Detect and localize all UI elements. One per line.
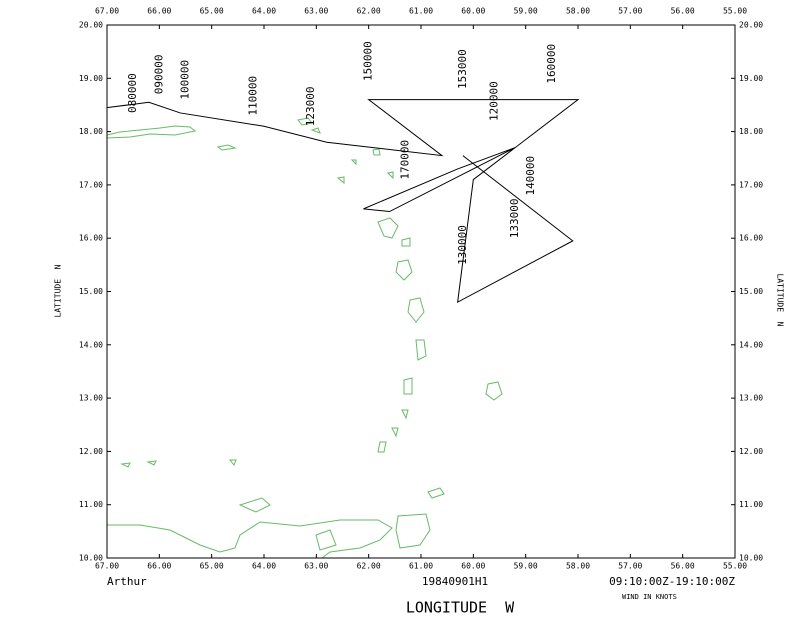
x-tick-label-top: 62.00 xyxy=(357,7,381,16)
wind-note: WIND IN KNOTS xyxy=(622,593,677,601)
y-tick-label: 10.00 xyxy=(79,554,103,563)
time-label: 120000 xyxy=(487,81,500,121)
y-tick-label: 19.00 xyxy=(79,74,103,83)
x-tick-label-top: 67.00 xyxy=(95,7,119,16)
x-tick-label-top: 58.00 xyxy=(566,7,590,16)
time-label: 123000 xyxy=(304,87,317,127)
coastlines xyxy=(106,117,503,559)
time-label: 140000 xyxy=(524,156,537,196)
y-tick-label: 16.00 xyxy=(79,234,103,243)
x-tick-label: 57.00 xyxy=(618,562,642,571)
time-label: 170000 xyxy=(398,140,411,180)
y-tick-label-right: 18.00 xyxy=(739,127,763,136)
coastline xyxy=(297,117,394,185)
y-tick-label: 13.00 xyxy=(79,394,103,403)
x-tick-label-top: 55.00 xyxy=(723,7,747,16)
y-tick-label-right: 11.00 xyxy=(739,500,763,509)
y-tick-label-right: 15.00 xyxy=(739,287,763,296)
x-tick-label: 65.00 xyxy=(200,562,224,571)
coastline xyxy=(395,487,445,549)
coastline xyxy=(216,144,237,151)
y-tick-label-right: 13.00 xyxy=(739,394,763,403)
time-label: 080000 xyxy=(126,73,139,113)
x-tick-label: 66.00 xyxy=(147,562,171,571)
x-axis-title: LONGITUDE W xyxy=(406,599,515,617)
x-tick-label: 56.00 xyxy=(671,562,695,571)
x-tick-label: 61.00 xyxy=(409,562,433,571)
y-tick-label: 18.00 xyxy=(79,127,103,136)
flight-track xyxy=(106,99,580,304)
time-label: 090000 xyxy=(152,55,165,95)
x-tick-label-top: 60.00 xyxy=(461,7,485,16)
plot-frame xyxy=(106,24,736,559)
coastline xyxy=(377,217,427,453)
y-tick-label-right: 12.00 xyxy=(739,447,763,456)
time-label: 133000 xyxy=(508,198,521,238)
x-tick-label: 59.00 xyxy=(514,562,538,571)
y-tick-label: 11.00 xyxy=(79,500,103,509)
x-tick-label-top: 59.00 xyxy=(514,7,538,16)
time-label: 153000 xyxy=(456,49,469,89)
time-label: 130000 xyxy=(456,225,469,265)
x-tick-label-top: 56.00 xyxy=(671,7,695,16)
time-label: 150000 xyxy=(362,41,375,81)
y-tick-label: 15.00 xyxy=(79,287,103,296)
y-axis-title-right: LATITUDE N xyxy=(776,274,785,327)
y-tick-label: 17.00 xyxy=(79,180,103,189)
y-tick-label: 12.00 xyxy=(79,447,103,456)
y-tick-label: 14.00 xyxy=(79,340,103,349)
x-tick-label: 55.00 xyxy=(723,562,747,571)
x-tick-label: 67.00 xyxy=(95,562,119,571)
time-label: 110000 xyxy=(247,76,260,116)
x-tick-label-top: 57.00 xyxy=(618,7,642,16)
x-tick-label-top: 66.00 xyxy=(147,7,171,16)
y-tick-label-right: 16.00 xyxy=(739,234,763,243)
x-tick-label-top: 63.00 xyxy=(304,7,328,16)
y-tick-label-right: 10.00 xyxy=(739,554,763,563)
coastline xyxy=(106,125,197,139)
y-tick-label-right: 19.00 xyxy=(739,74,763,83)
y-tick-label: 20.00 xyxy=(79,21,103,30)
x-tick-label: 62.00 xyxy=(357,562,381,571)
x-tick-label: 63.00 xyxy=(304,562,328,571)
time-range: 09:10:00Z-19:10:00Z xyxy=(609,575,735,588)
y-tick-label-right: 14.00 xyxy=(739,340,763,349)
y-axis-title: LATITUDE N xyxy=(54,264,63,317)
x-tick-label: 64.00 xyxy=(252,562,276,571)
x-tick-label-top: 61.00 xyxy=(409,7,433,16)
time-label: 100000 xyxy=(179,60,192,100)
coastline xyxy=(485,381,503,401)
x-tick-label: 60.00 xyxy=(461,562,485,571)
storm-name: Arthur xyxy=(107,575,147,588)
axes: 67.00 67.00 66.00 66.00 65.00 65.00 64.00 64.00… xyxy=(79,7,763,571)
y-tick-label-right: 20.00 xyxy=(739,21,763,30)
y-tick-label-right: 17.00 xyxy=(739,180,763,189)
coastline xyxy=(107,519,393,559)
time-label: 160000 xyxy=(545,44,558,84)
coastline xyxy=(120,459,337,551)
x-tick-label: 58.00 xyxy=(566,562,590,571)
x-tick-label-top: 64.00 xyxy=(252,7,276,16)
flight-id: 19840901H1 xyxy=(422,575,488,588)
x-tick-label-top: 65.00 xyxy=(200,7,224,16)
track: 080000 090000 100000 110000 123000 150000 1530… xyxy=(106,41,580,304)
